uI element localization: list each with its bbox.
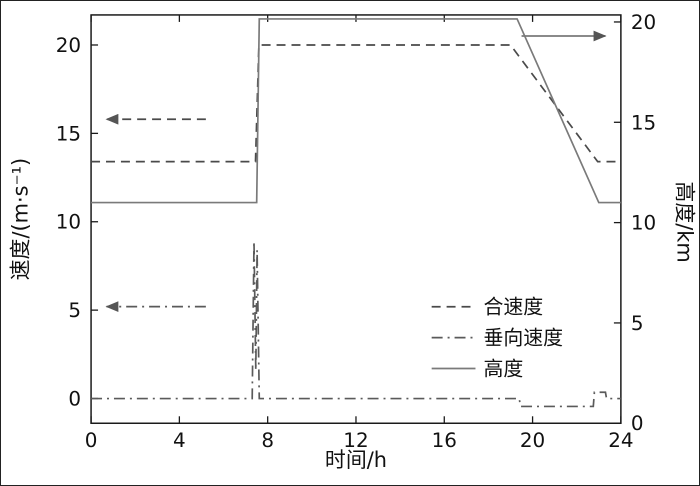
x-tick-label: 24 — [608, 429, 633, 452]
x-axis-label: 时间/h — [325, 448, 387, 472]
x-tick-label: 4 — [173, 429, 186, 452]
series-line-altitude — [91, 18, 621, 204]
legend-label-vertical-speed: 垂向速度 — [483, 327, 563, 350]
y-left-tick-label: 5 — [68, 299, 81, 322]
x-tick-label: 12 — [343, 429, 368, 452]
legend-item-vertical-speed: 垂向速度 — [431, 327, 563, 350]
series-line-total-speed — [91, 44, 621, 163]
y-right-tick-label: 10 — [631, 212, 656, 235]
y-axis-left-label: 速度/(m·s⁻¹) — [8, 158, 32, 281]
x-tick-label: 8 — [261, 429, 274, 452]
x-tick-label: 0 — [85, 429, 98, 452]
series-line-vertical-speed — [91, 241, 621, 408]
annotations-layer — [105, 30, 607, 312]
legend-label-total-speed: 合速度 — [483, 296, 543, 319]
x-tick-label: 20 — [520, 429, 545, 452]
y-right-tick-label: 20 — [631, 11, 656, 34]
legend-item-total-speed: 合速度 — [431, 296, 543, 319]
y-left-tick-label: 20 — [56, 34, 81, 57]
y-right-tick-label: 5 — [631, 312, 644, 335]
y-right-tick-label: 0 — [631, 412, 644, 435]
y-axis-right-label: 高度/km — [673, 181, 697, 262]
x-tick-label: 16 — [432, 429, 457, 452]
y-left-tick-label: 0 — [68, 387, 81, 410]
legend-label-altitude: 高度 — [483, 357, 523, 380]
y-left-tick-label: 10 — [56, 211, 81, 234]
series-layer — [91, 18, 621, 408]
y-left-tick-label: 15 — [56, 122, 81, 145]
legend-item-altitude: 高度 — [431, 357, 523, 380]
y-right-tick-label: 15 — [631, 111, 656, 134]
plot-frame — [90, 14, 622, 425]
